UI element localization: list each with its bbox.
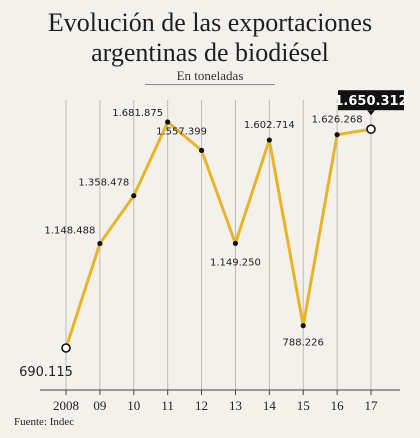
data-label-12: 1.557.399 [156, 126, 207, 137]
x-label-13: 13 [229, 398, 242, 413]
source-note: Fuente: Indec [14, 416, 75, 428]
gridlines [65, 100, 372, 390]
series-line [64, 120, 372, 349]
x-axis-ticks [65, 390, 372, 395]
data-label-10: 1.358.478 [78, 178, 129, 189]
data-label-15: 788.226 [283, 338, 324, 349]
data-label-13: 1.149.250 [210, 257, 261, 268]
data-label-09: 1.148.488 [44, 226, 95, 237]
data-label-17: 1.650.312 [334, 94, 407, 109]
x-label-16: 16 [331, 398, 345, 413]
data-point-14 [266, 137, 272, 143]
chart-subtitle: En toneladas [176, 68, 244, 83]
chart-title: Evolución de las exportaciones argentina… [0, 8, 420, 68]
data-point-09 [97, 240, 103, 247]
x-label-14: 14 [263, 398, 277, 413]
data-point-2008 [61, 343, 71, 353]
data-label-11: 1.681.875 [112, 108, 163, 119]
data-label-14: 1.602.714 [244, 120, 295, 131]
data-point-17 [366, 124, 376, 134]
data-point-12 [198, 147, 205, 153]
highlight-label-box [338, 90, 404, 111]
data-label-2008: 690.115 [19, 365, 73, 380]
chart-title-line-1: Evolución de las exportaciones [47, 8, 373, 37]
x-label-15: 15 [297, 398, 310, 413]
data-point-10 [131, 193, 137, 199]
x-label-10: 10 [127, 398, 140, 413]
x-axis-labels: 2008 09 10 11 12 13 14 15 16 17 [53, 398, 378, 413]
chart-title-line-2: argentinas de biodiésel [91, 38, 329, 67]
data-point-11 [165, 119, 171, 125]
data-labels: 690.115 1.148.488 1.358.478 1.681.875 1.557.… [19, 90, 408, 380]
data-points [61, 119, 376, 353]
data-point-13 [232, 240, 239, 246]
x-label-17: 17 [365, 398, 379, 413]
x-label-09: 09 [93, 398, 106, 413]
x-label-2008: 2008 [53, 398, 79, 413]
x-label-12: 12 [195, 398, 208, 413]
data-point-15 [300, 323, 306, 329]
data-label-16: 1.626.268 [312, 115, 363, 126]
highlight-label-pointer [367, 110, 375, 116]
data-point-16 [334, 132, 340, 138]
title-divider [145, 84, 275, 85]
x-label-11: 11 [161, 398, 174, 413]
